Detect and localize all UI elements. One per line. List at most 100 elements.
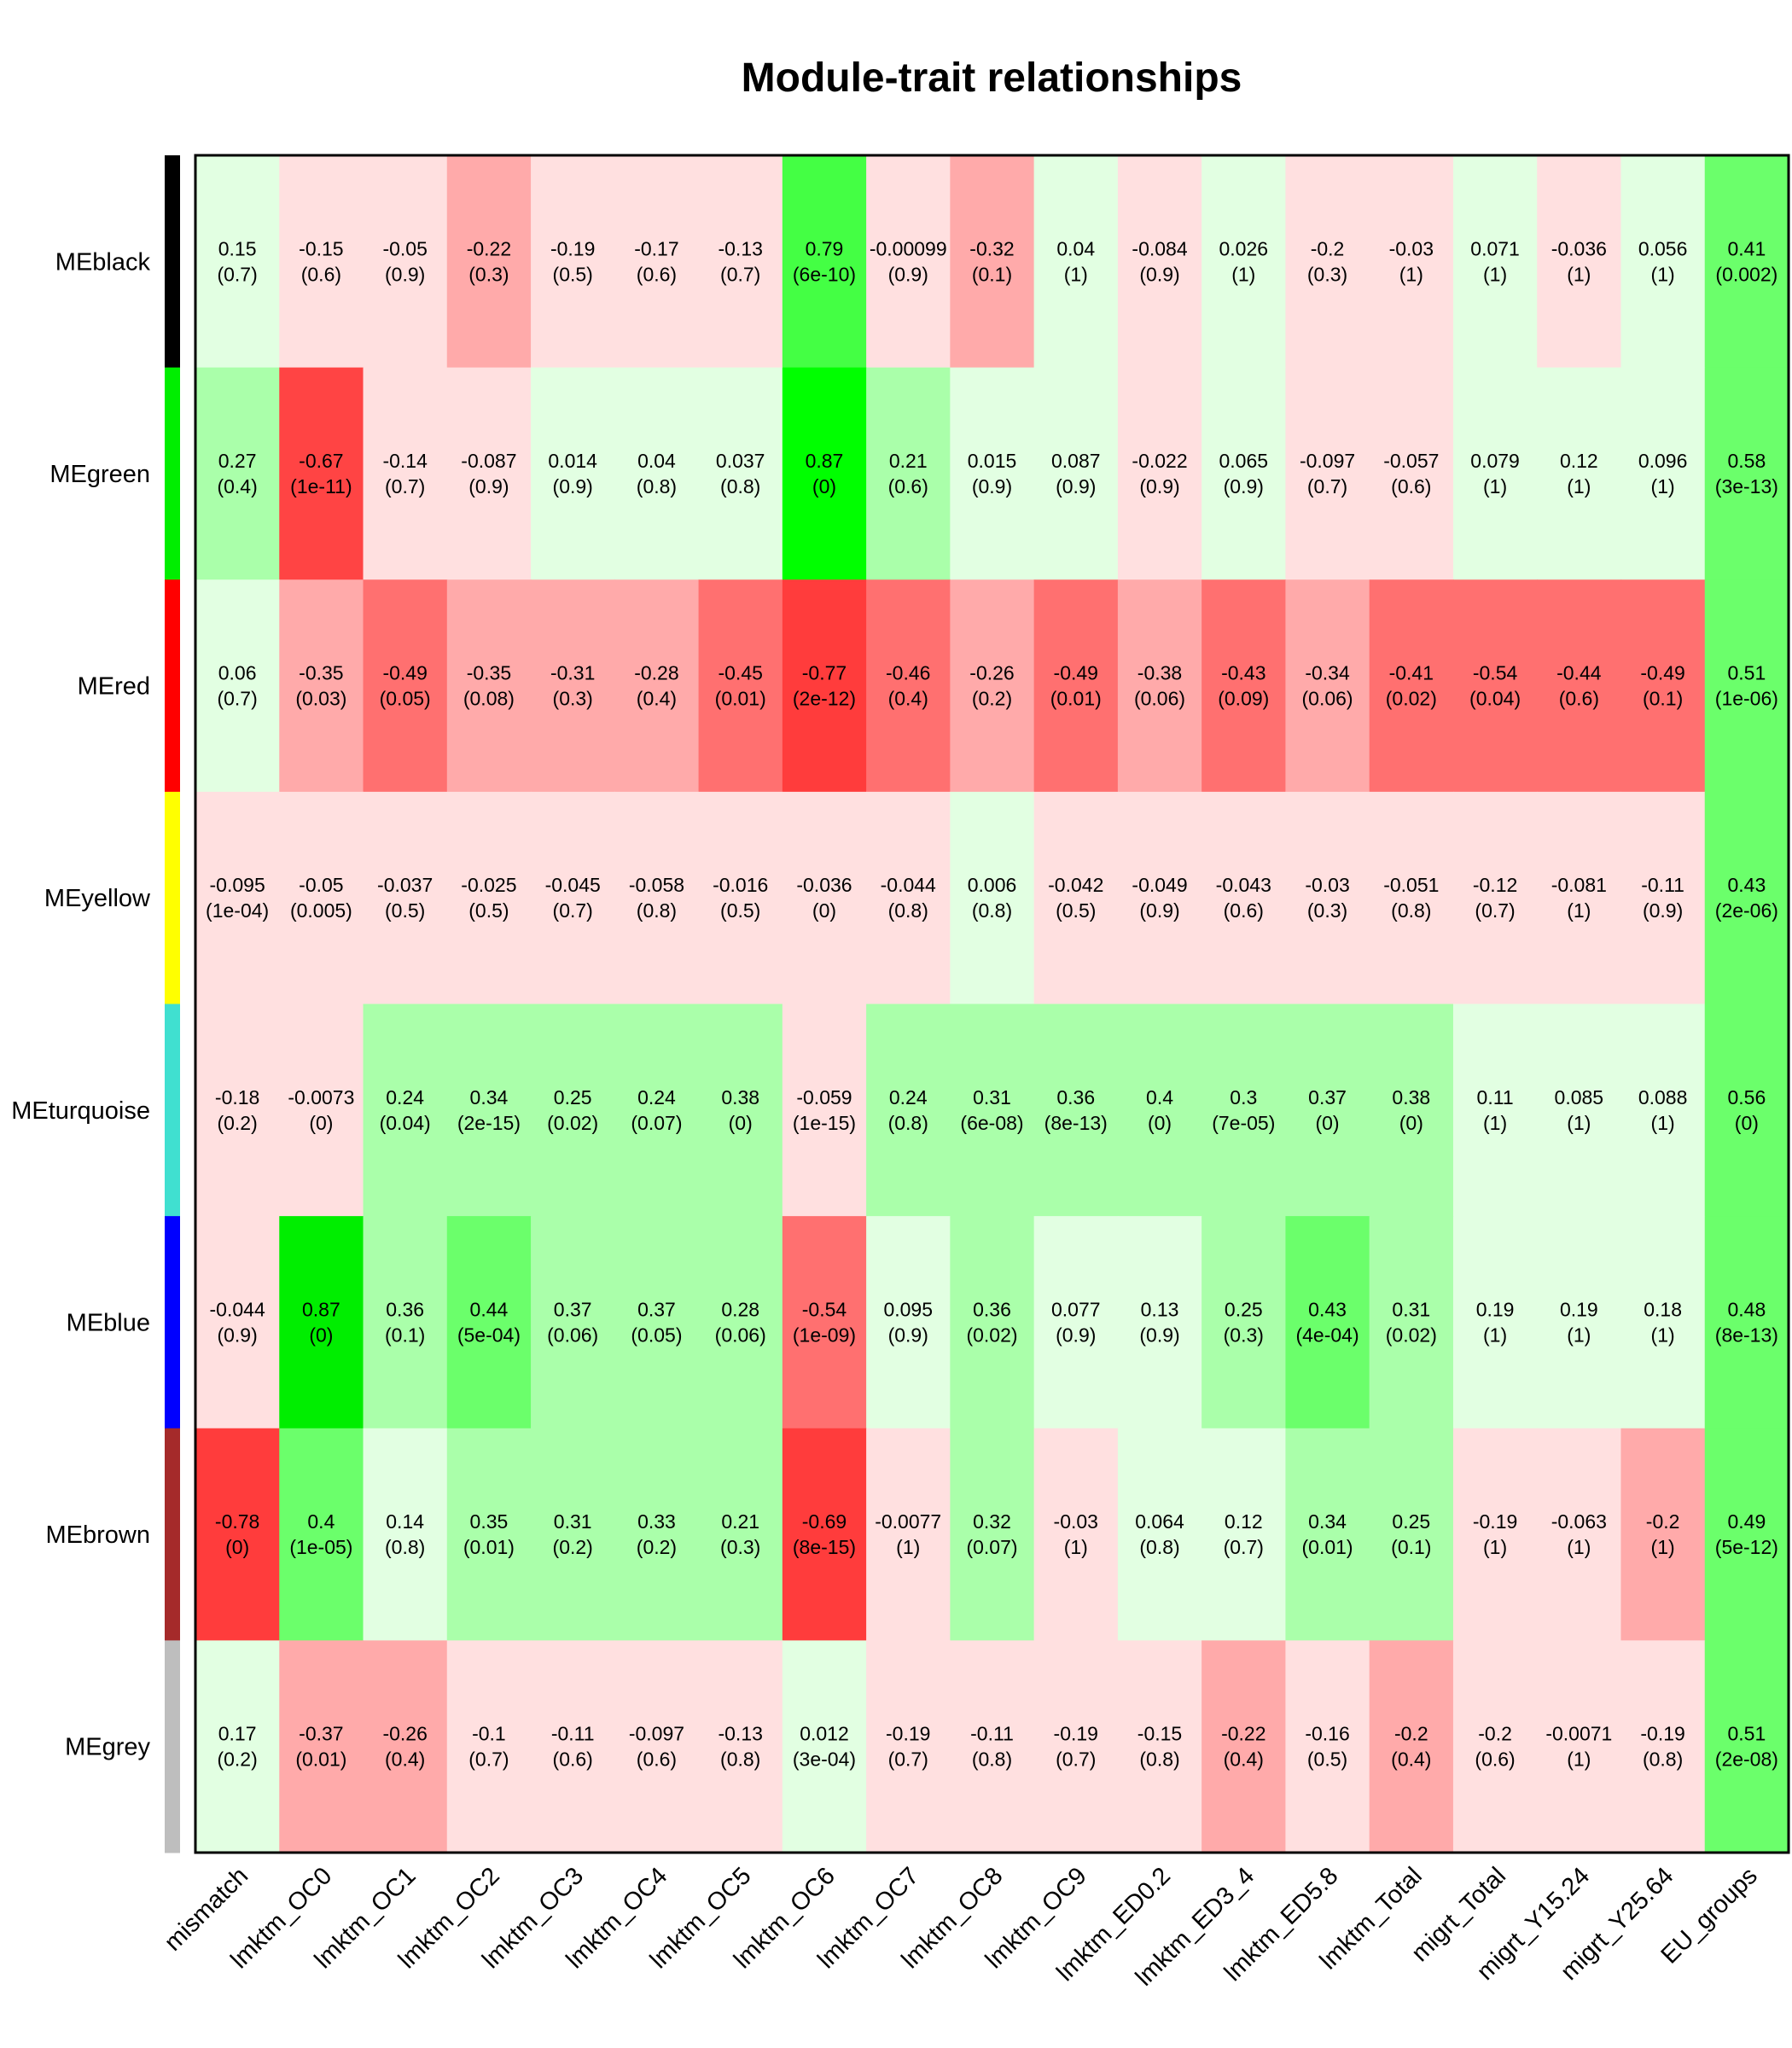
row-labels: MEblack MEgreen MEred MEyellow MEturquoise ME… [11, 248, 151, 1760]
cell-correlation: -0.44 [1556, 662, 1602, 684]
cell-correlation: -0.043 [1216, 874, 1271, 896]
cell-correlation: 0.56 [1727, 1086, 1766, 1108]
cell-correlation: -0.19 [1054, 1723, 1098, 1745]
cell-correlation: -0.2 [1311, 237, 1345, 259]
heatmap-cell [1537, 367, 1622, 580]
cell-pvalue: (0.02) [547, 1112, 598, 1134]
cell-pvalue: (0.02) [966, 1324, 1017, 1346]
cell-pvalue: (0.01) [463, 1536, 515, 1558]
heatmap-cells: 0.15 (0.7) -0.15 (0.6) -0.05 (0.9) -0.22 (0.3) -… [195, 155, 1789, 1853]
heatmap-cell [279, 367, 364, 580]
cell-pvalue: (1e-06) [1715, 688, 1778, 710]
cell-correlation: -0.037 [377, 874, 433, 896]
cell-correlation: -0.19 [1473, 1510, 1517, 1533]
heatmap-cell [866, 1216, 951, 1429]
cell-correlation: 0.21 [721, 1510, 759, 1533]
cell-correlation: 0.43 [1308, 1298, 1347, 1320]
cell-correlation: 0.037 [716, 450, 765, 472]
cell-pvalue: (1) [896, 1536, 920, 1558]
cell-correlation: 0.026 [1219, 237, 1269, 259]
heatmap-cell [1117, 1640, 1202, 1853]
heatmap-cell [279, 791, 364, 1005]
cell-correlation: 0.014 [548, 450, 597, 472]
heatmap-cell [614, 1216, 700, 1429]
cell-pvalue: (1e-04) [206, 899, 269, 922]
cell-pvalue: (0) [1399, 1112, 1423, 1134]
heatmap-cell [1033, 1216, 1119, 1429]
row-label: MEturquoise [11, 1097, 150, 1125]
cell-correlation: -0.00099 [870, 237, 947, 259]
cell-pvalue: (0.8) [720, 1748, 760, 1771]
cell-correlation: -0.26 [969, 662, 1014, 684]
heatmap-cell [1537, 155, 1622, 369]
cell-pvalue: (0.06) [1302, 688, 1353, 710]
cell-pvalue: (0.9) [972, 475, 1012, 497]
cell-pvalue: (1) [1651, 1324, 1675, 1346]
cell-correlation: 0.11 [1477, 1086, 1514, 1108]
cell-pvalue: (1) [1567, 1748, 1591, 1771]
cell-correlation: -0.016 [713, 874, 768, 896]
cell-correlation: 0.3 [1230, 1086, 1257, 1108]
heatmap-cell [950, 1004, 1035, 1217]
cell-pvalue: (0.01) [1302, 1536, 1353, 1558]
cell-pvalue: (0) [225, 1536, 249, 1558]
heatmap-cell [698, 367, 783, 580]
heatmap-cell [363, 791, 448, 1005]
cell-pvalue: (0.8) [720, 475, 760, 497]
cell-pvalue: (0.8) [1139, 1536, 1179, 1558]
heatmap-cell [1369, 1004, 1454, 1217]
cell-pvalue: (1) [1483, 1536, 1507, 1558]
cell-correlation: -0.17 [634, 237, 678, 259]
cell-pvalue: (0.06) [715, 1324, 766, 1346]
column-labels: mismatchlmktm_OC0lmktm_OC1lmktm_OC2lmktm… [160, 1862, 1763, 1991]
cell-pvalue: (0.1) [1391, 1536, 1431, 1558]
cell-pvalue: (0.9) [1643, 899, 1683, 922]
heatmap-cell [1117, 155, 1202, 369]
cell-correlation: 0.085 [1555, 1086, 1604, 1108]
cell-pvalue: (0) [309, 1112, 333, 1134]
cell-correlation: -0.15 [299, 237, 343, 259]
cell-pvalue: (0.3) [1224, 1324, 1264, 1346]
heatmap-cell [1285, 1216, 1370, 1429]
cell-pvalue: (0.8) [1643, 1748, 1683, 1771]
cell-correlation: 0.087 [1051, 450, 1101, 472]
heatmap-cell [531, 579, 615, 793]
cell-correlation: -0.67 [299, 450, 343, 472]
cell-correlation: -0.05 [299, 874, 343, 896]
cell-pvalue: (1) [1567, 1536, 1591, 1558]
heatmap-cell [279, 155, 364, 369]
heatmap-cell [1117, 791, 1202, 1005]
cell-correlation: -0.0071 [1545, 1723, 1612, 1745]
heatmap-cell [698, 1428, 783, 1641]
heatmap-cell [1620, 791, 1706, 1005]
cell-pvalue: (0) [1148, 1112, 1172, 1134]
cell-correlation: -0.19 [550, 237, 595, 259]
cell-correlation: 0.32 [973, 1510, 1011, 1533]
cell-correlation: -0.19 [886, 1723, 930, 1745]
cell-correlation: 0.012 [800, 1723, 849, 1745]
heatmap-cell [1537, 1640, 1622, 1853]
heatmap-cell [1285, 155, 1370, 369]
cell-correlation: -0.78 [215, 1510, 259, 1533]
cell-correlation: -0.049 [1132, 874, 1187, 896]
cell-pvalue: (0.4) [637, 688, 677, 710]
heatmap-cell [1201, 1640, 1287, 1853]
heatmap-cell [1452, 1640, 1538, 1853]
cell-pvalue: (0) [309, 1324, 333, 1346]
cell-correlation: -0.2 [1646, 1510, 1680, 1533]
cell-pvalue: (0.7) [468, 1748, 509, 1771]
cell-correlation: 0.04 [1056, 237, 1095, 259]
cell-pvalue: (0.7) [1307, 475, 1347, 497]
cell-pvalue: (0.8) [385, 1536, 425, 1558]
heatmap-cell [614, 367, 700, 580]
cell-correlation: -0.036 [1551, 237, 1607, 259]
cell-correlation: 0.43 [1727, 874, 1766, 896]
cell-pvalue: (0.6) [301, 263, 341, 285]
heatmap-cell [950, 579, 1035, 793]
heatmap-cell [1452, 1004, 1538, 1217]
heatmap-cell [1033, 1004, 1119, 1217]
cell-correlation: 0.12 [1560, 450, 1598, 472]
heatmap-cell [782, 1428, 867, 1641]
heatmap-cell [1285, 367, 1370, 580]
